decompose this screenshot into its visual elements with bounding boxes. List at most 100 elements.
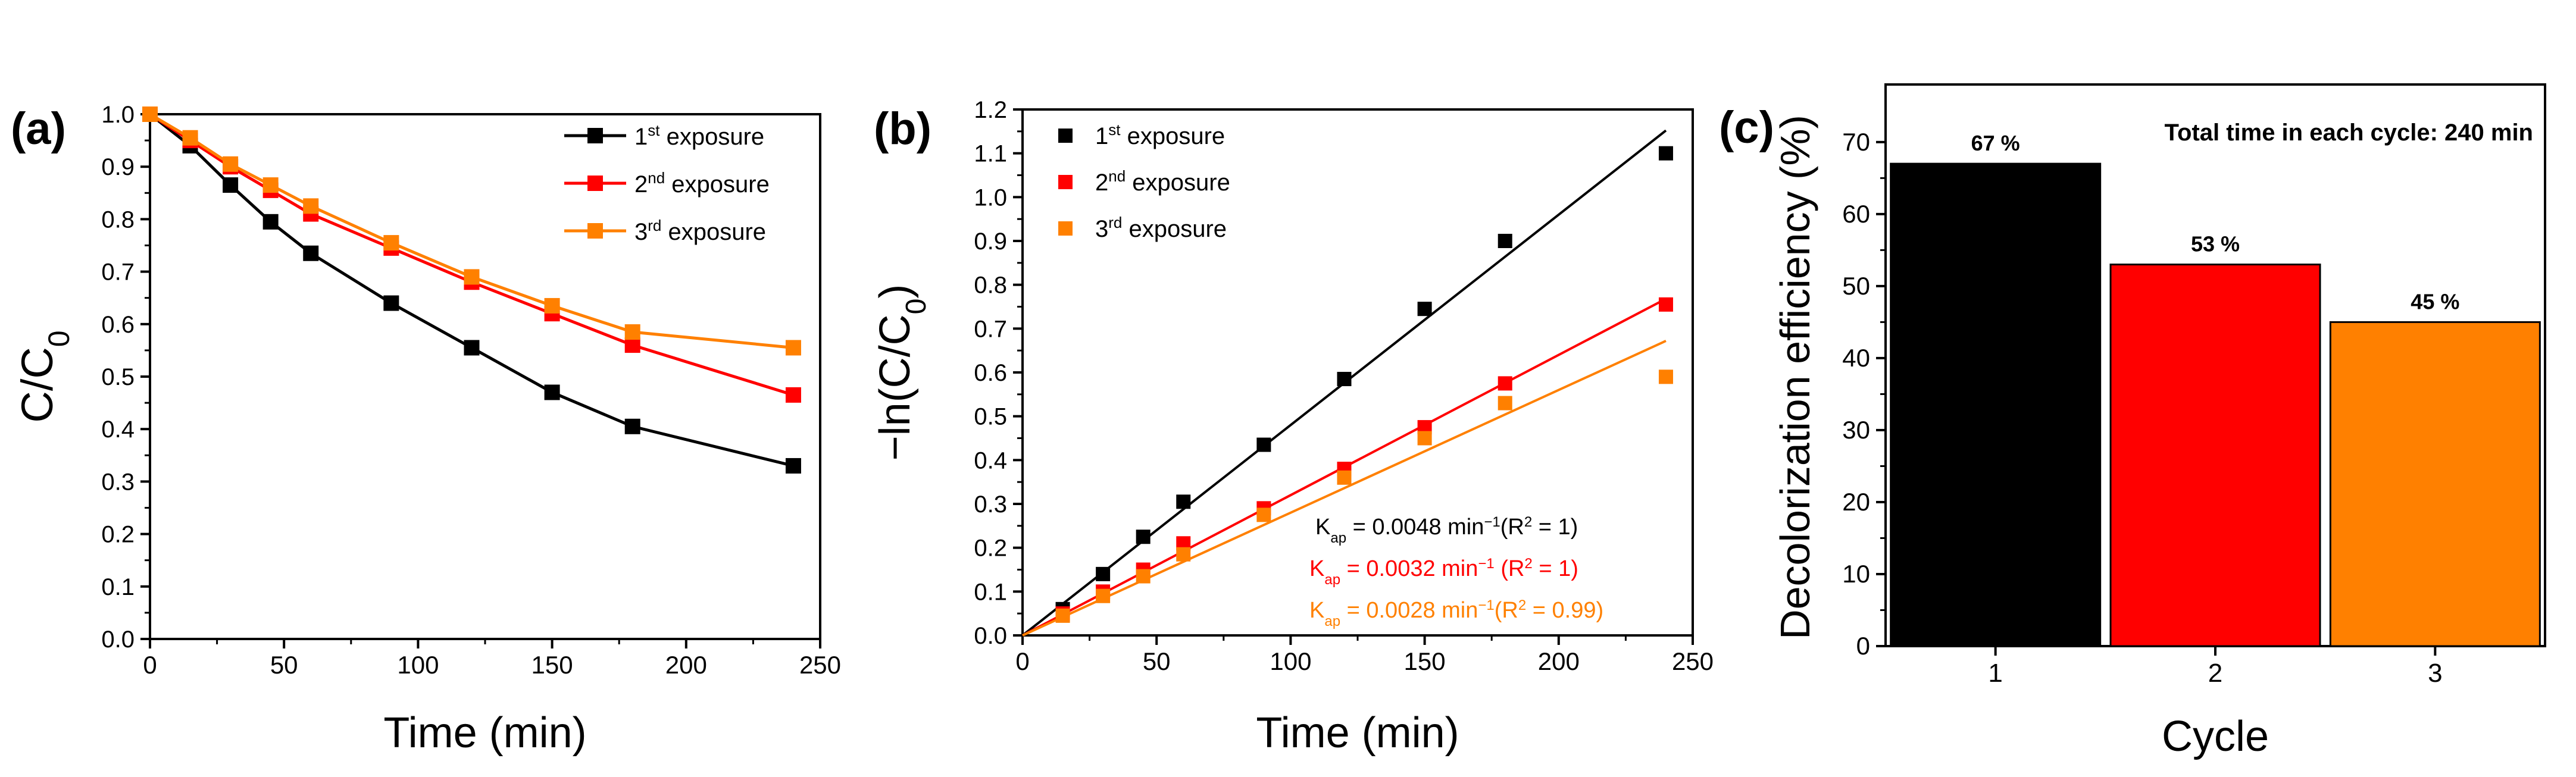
panel-a-chart: 0 50 100 150 200 250 0.0 0.1 0.2 0.3 0.4 0.5 0.6 0.7 0… <box>11 102 841 757</box>
annotation-k: K <box>1315 515 1330 540</box>
legend-label: 3rd exposure <box>634 217 766 245</box>
y-tick-label: 70 <box>1842 128 1870 156</box>
data-point <box>1417 302 1432 317</box>
annotation-unit-exp: −1 <box>1478 597 1494 613</box>
y-tick-label: 0.2 <box>101 522 135 548</box>
x-tick-label: 0 <box>143 651 157 679</box>
y-tick-label: 10 <box>1842 560 1870 588</box>
y-tick-label: 0.1 <box>101 574 135 600</box>
legend-superscript: nd <box>1108 167 1126 185</box>
y-tick-label: 0.4 <box>101 416 135 443</box>
x-axis-title: Time (min) <box>383 709 586 757</box>
data-point <box>1337 372 1352 387</box>
y-tick-label: 50 <box>1842 272 1870 300</box>
data-point <box>1136 530 1151 544</box>
legend-label: 1st exposure <box>634 121 764 150</box>
legend-text: exposure <box>1120 123 1225 149</box>
y-axis-title-close: ) <box>871 284 919 299</box>
data-point <box>1417 431 1432 446</box>
annotation-r-exp: 2 <box>1524 556 1532 572</box>
bar-cycle-2 <box>2109 264 2321 647</box>
bar-value-label: 53 % <box>2191 232 2240 256</box>
data-point <box>223 177 239 193</box>
panel-c-chart: 0 10 20 30 40 50 60 70 67 % 1 53 % 2 45 % 3 (c) Total t… <box>1719 83 2546 760</box>
annotation-r-post: = 0.99) <box>1526 598 1603 623</box>
data-point <box>785 458 801 474</box>
legend-superscript: st <box>1108 121 1121 139</box>
data-point <box>1658 369 1673 384</box>
data-point <box>1337 470 1352 485</box>
bar-value-label: 45 % <box>2411 289 2459 314</box>
legend-text: exposure <box>661 219 766 245</box>
fit-line-3 <box>1022 340 1667 637</box>
data-point <box>1096 588 1111 603</box>
annotation-r-pre: (R <box>1500 515 1524 540</box>
x-tick-label: 150 <box>532 651 573 679</box>
series-line-3 <box>149 112 794 349</box>
y-axis-title-sub: 0 <box>901 299 932 315</box>
data-point <box>1498 376 1512 391</box>
data-point <box>464 269 480 285</box>
y-tick-label: 0.3 <box>974 491 1007 518</box>
data-point <box>1498 396 1512 411</box>
y-axis-title-main: C/C <box>12 347 62 422</box>
data-point <box>142 106 158 122</box>
data-point <box>223 156 239 172</box>
kinetic-annotation-3: Kap = 0.0028 min−1(R2 = 0.99) <box>1309 597 1603 629</box>
data-point <box>1176 547 1191 562</box>
data-point <box>1658 297 1673 312</box>
legend-label: 2nd exposure <box>634 169 770 198</box>
data-point <box>1176 494 1191 509</box>
x-tick-label: 1 <box>1988 659 2002 688</box>
annotation-r-pre: (R <box>1495 598 1518 623</box>
legend-text: exposure <box>1126 170 1230 196</box>
legend-number: 1 <box>1095 123 1108 149</box>
data-point <box>785 340 801 356</box>
cycle-time-annotation: Total time in each cycle: 240 min <box>2165 120 2534 146</box>
y-tick-label: 0.5 <box>974 404 1007 430</box>
y-tick-label: 0.0 <box>974 623 1007 649</box>
annotation-unit-exp: −1 <box>1478 556 1494 572</box>
legend-superscript: st <box>648 121 660 139</box>
panel-b-chart: 0 50 100 150 200 250 0.0 0.1 0.2 0.3 0.4 0.5 0.6 0.7 0… <box>871 97 1714 757</box>
panel-label-c: (c) <box>1719 102 1774 153</box>
x-tick-label: 250 <box>799 651 841 679</box>
legend-label: 2nd exposure <box>1095 167 1230 196</box>
data-point <box>303 198 319 214</box>
annotation-r-pre: (R <box>1495 556 1525 581</box>
y-tick-label: 0.8 <box>101 206 135 233</box>
data-point <box>624 324 640 340</box>
bar-cycle-1 <box>1890 162 2102 647</box>
kinetic-annotation-1: Kap = 0.0048 min−1(R2 = 1) <box>1315 514 1578 546</box>
data-point <box>1055 608 1070 623</box>
y-tick-label: 20 <box>1842 488 1870 516</box>
y-tick-label: 0.2 <box>974 535 1007 562</box>
y-tick-label: 0.6 <box>974 360 1007 386</box>
legend-superscript: rd <box>1108 214 1122 231</box>
annotation-r-exp: 2 <box>1518 597 1526 613</box>
data-point <box>624 418 640 434</box>
x-tick-label: 2 <box>2208 659 2222 688</box>
data-point <box>544 384 560 400</box>
legend-text: exposure <box>1122 216 1227 242</box>
annotation-value: = 0.0032 min <box>1340 556 1478 581</box>
legend-marker <box>1058 221 1073 236</box>
annotation-k: K <box>1309 556 1324 581</box>
kinetic-annotation-2: Kap = 0.0032 min−1 (R2 = 1) <box>1309 556 1578 588</box>
x-tick-label: 100 <box>397 651 439 679</box>
data-point <box>1256 437 1271 452</box>
y-axis-title: Decolorization efficiency (%) <box>1772 115 1818 640</box>
bar-cycle-3 <box>2329 321 2541 647</box>
y-tick-label: 30 <box>1842 416 1870 444</box>
panel-label-b: (b) <box>874 104 931 154</box>
y-tick-label: 0.3 <box>101 469 135 495</box>
data-point <box>1256 507 1271 522</box>
annotation-r-post: = 1) <box>1532 515 1578 540</box>
legend-number: 2 <box>634 171 648 198</box>
y-tick-label: 0.8 <box>974 272 1007 299</box>
y-tick-label: 0.5 <box>101 364 135 390</box>
y-tick-label: 0.4 <box>974 447 1007 474</box>
y-tick-label: 0.6 <box>101 312 135 338</box>
annotation-r-post: = 1) <box>1533 556 1578 581</box>
